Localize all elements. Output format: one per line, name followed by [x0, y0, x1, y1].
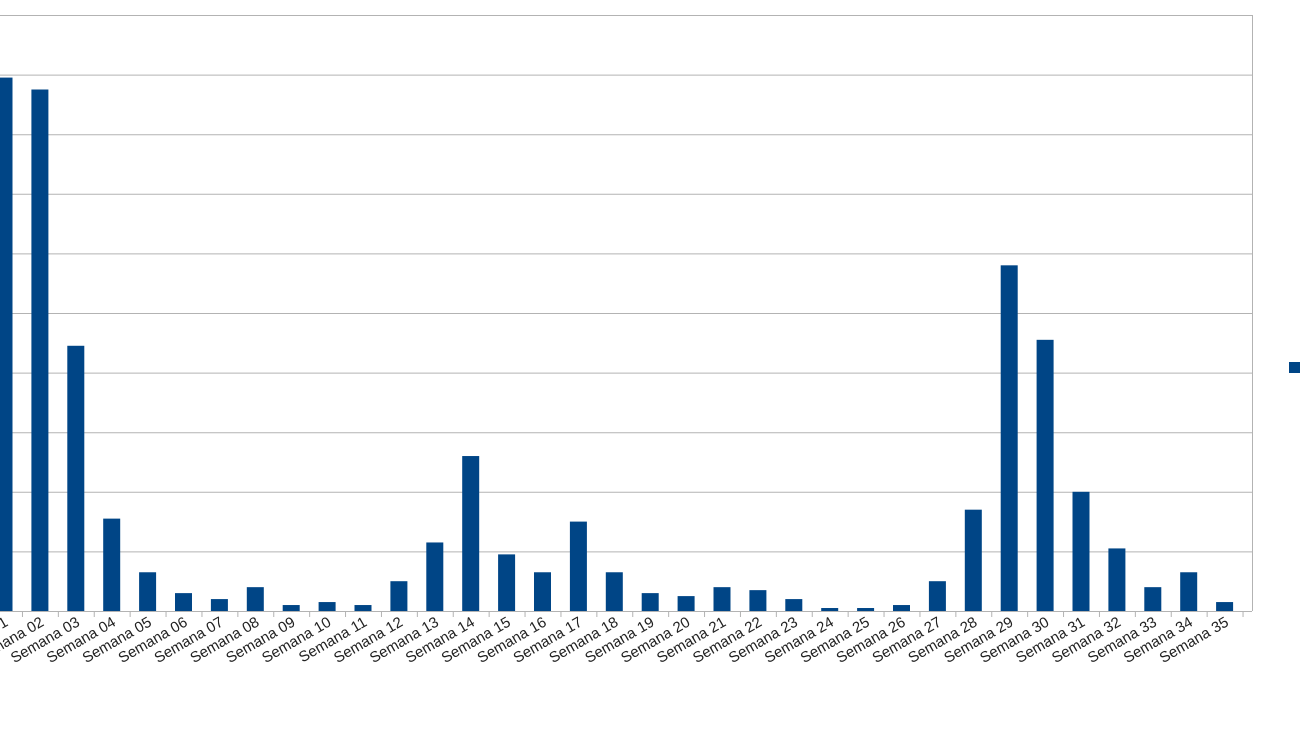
bar-semana-16: [534, 572, 551, 611]
bar-semana-30: [1036, 339, 1054, 611]
bar-semana-24: [821, 608, 839, 611]
bar-semana-34: [1180, 572, 1198, 611]
bar-semana-26: [893, 605, 910, 611]
bar-semana-05: [139, 572, 157, 611]
bar-semana-02: [31, 89, 49, 611]
legend: [1289, 362, 1300, 373]
bar-semana-01: [0, 77, 13, 611]
bar-semana-09: [282, 605, 300, 611]
bar-semana-13: [426, 542, 444, 611]
bar-semana-28: [964, 509, 982, 611]
bar-semana-18: [605, 572, 623, 611]
bar-semana-08: [246, 587, 264, 611]
legend-marker: [1289, 362, 1300, 373]
bar-semana-04: [103, 518, 121, 611]
bar-semana-14: [462, 456, 480, 611]
bar-semana-10: [318, 602, 336, 611]
bar-semana-29: [1000, 265, 1018, 611]
bar-semana-23: [785, 599, 803, 611]
bar-semana-06: [175, 593, 192, 611]
bar-semana-25: [857, 608, 875, 611]
axes: [0, 611, 1252, 617]
bar-semana-20: [677, 596, 695, 611]
bar-semana-15: [498, 554, 516, 611]
bar-semana-17: [569, 521, 587, 611]
bar-semana-32: [1108, 548, 1126, 611]
bar-semana-27: [928, 581, 946, 611]
bars: [0, 77, 1234, 611]
bar-semana-33: [1144, 587, 1162, 611]
bar-semana-12: [390, 581, 408, 611]
bar-semana-11: [354, 605, 372, 611]
bar-semana-07: [210, 599, 228, 611]
bar-semana-03: [67, 345, 85, 611]
bar-semana-35: [1216, 602, 1234, 611]
bar-semana-21: [713, 587, 731, 611]
bar-semana-22: [749, 590, 767, 611]
gridlines: [0, 15, 1253, 612]
bar-semana-19: [641, 593, 659, 611]
bar-semana-31: [1072, 491, 1090, 611]
